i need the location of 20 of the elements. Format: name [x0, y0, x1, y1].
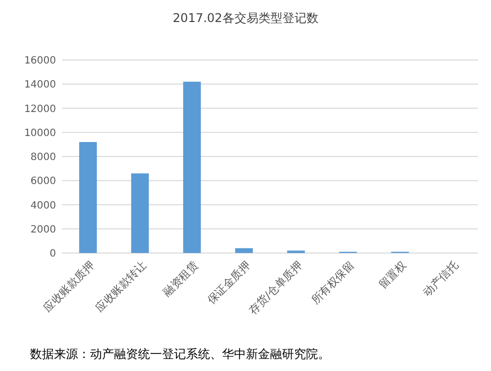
bar: [79, 142, 97, 253]
x-tick-label: 所有权保留: [308, 258, 357, 307]
y-tick-label: 8000: [30, 152, 56, 163]
x-tick-label: 动产信托: [420, 258, 461, 299]
y-tick-label: 2000: [30, 224, 56, 236]
source-note: 数据来源：动产融资统一登记系统、华中新金融研究院。: [30, 347, 330, 361]
x-tick-label: 留置权: [376, 258, 409, 292]
y-tick-label: 10000: [24, 128, 56, 139]
y-tick-label: 12000: [24, 104, 56, 115]
bar: [131, 173, 149, 253]
y-tick-label: 16000: [24, 56, 56, 66]
bar: [183, 82, 201, 253]
bar: [235, 248, 253, 253]
y-tick-label: 14000: [24, 80, 56, 91]
x-tick-label: 应收账款转让: [92, 258, 149, 315]
chart-title: 2017.02各交易类型登记数: [172, 11, 318, 25]
y-tick-label: 0: [50, 248, 56, 260]
y-tick-label: 6000: [30, 176, 56, 188]
y-tick-label: 4000: [30, 200, 56, 212]
x-tick-label: 融资租赁: [160, 258, 201, 299]
